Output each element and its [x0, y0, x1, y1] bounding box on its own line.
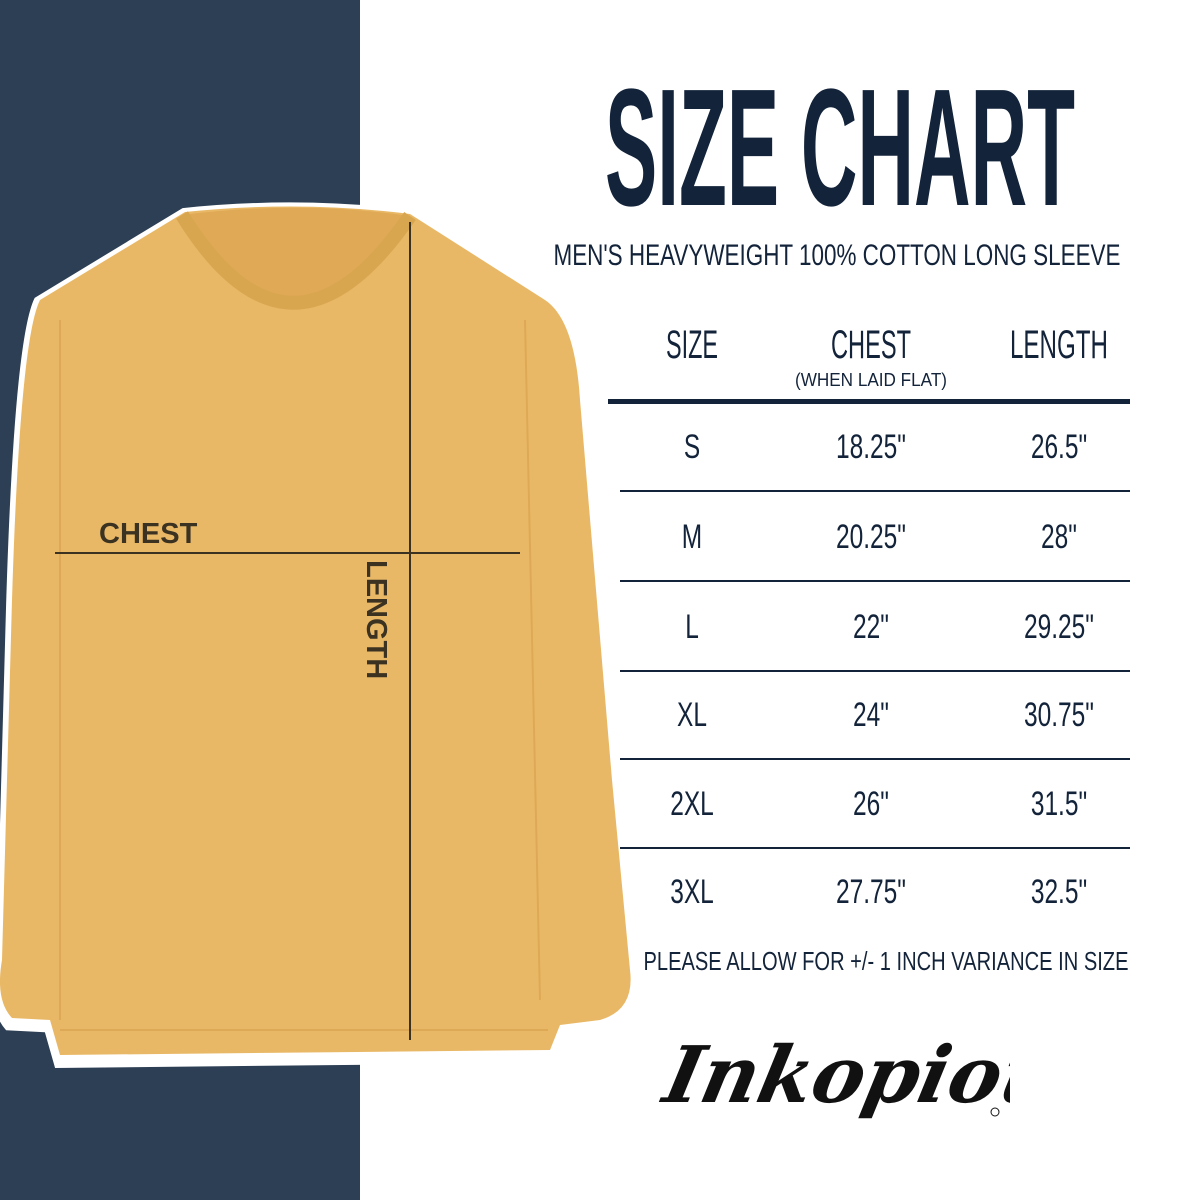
cell-size: 3XL — [670, 873, 714, 911]
cell-length: 26.5" — [1031, 428, 1087, 466]
row-divider — [620, 670, 1130, 672]
cell-chest: 20.25" — [836, 518, 906, 556]
shirt-illustration — [0, 206, 631, 1055]
table-row: L 22" 29.25" — [620, 608, 1130, 672]
table-row: 2XL 26" 31.5" — [620, 785, 1130, 849]
table-row: M 20.25" 28" — [620, 518, 1130, 582]
cell-chest: 24" — [853, 696, 889, 734]
subtitle: MEN'S HEAVYWEIGHT 100% COTTON LONG SLEEV… — [554, 239, 1121, 272]
cell-chest: 26" — [853, 785, 889, 823]
cell-length: 31.5" — [1031, 785, 1087, 823]
cell-chest: 22" — [853, 608, 889, 646]
table-row: S 18.25" 26.5" — [620, 428, 1130, 492]
cell-chest: 27.75" — [836, 873, 906, 911]
brand-logo: Inkopious — [655, 1029, 1010, 1121]
header-size: SIZE — [666, 323, 718, 367]
cell-size: 2XL — [670, 785, 714, 823]
row-divider — [620, 758, 1130, 760]
cell-length: 30.75" — [1024, 696, 1094, 734]
row-divider — [620, 490, 1130, 492]
cell-length: 32.5" — [1031, 873, 1087, 911]
page-title: SIZE CHART — [605, 55, 1075, 241]
size-chart-panel: SIZE CHART MEN'S HEAVYWEIGHT 100% COTTON… — [554, 55, 1130, 976]
length-label: LENGTH — [360, 560, 392, 680]
table-row: XL 24" 30.75" — [620, 696, 1130, 760]
cell-length: 28" — [1041, 518, 1077, 556]
svg-text:Inkopious: Inkopious — [655, 1029, 1010, 1121]
table-row: 3XL 27.75" 32.5" — [670, 873, 1087, 911]
variance-note: PLEASE ALLOW FOR +/- 1 INCH VARIANCE IN … — [644, 946, 1129, 976]
header-length: LENGTH — [1010, 323, 1108, 367]
cell-size: L — [685, 608, 699, 646]
row-divider — [620, 847, 1130, 849]
cell-size: M — [682, 518, 702, 556]
cell-chest: 18.25" — [836, 428, 906, 466]
size-table: SIZE CHEST LENGTH (WHEN LAID FLAT) S 18.2… — [608, 323, 1130, 911]
row-divider — [620, 580, 1130, 582]
header-chest: CHEST — [831, 323, 911, 367]
cell-size: S — [684, 428, 700, 466]
cell-length: 29.25" — [1024, 608, 1094, 646]
cell-size: XL — [677, 696, 707, 734]
header-chest-note: (WHEN LAID FLAT) — [795, 370, 947, 390]
chest-label: CHEST — [99, 518, 198, 550]
header-divider — [608, 399, 1130, 404]
